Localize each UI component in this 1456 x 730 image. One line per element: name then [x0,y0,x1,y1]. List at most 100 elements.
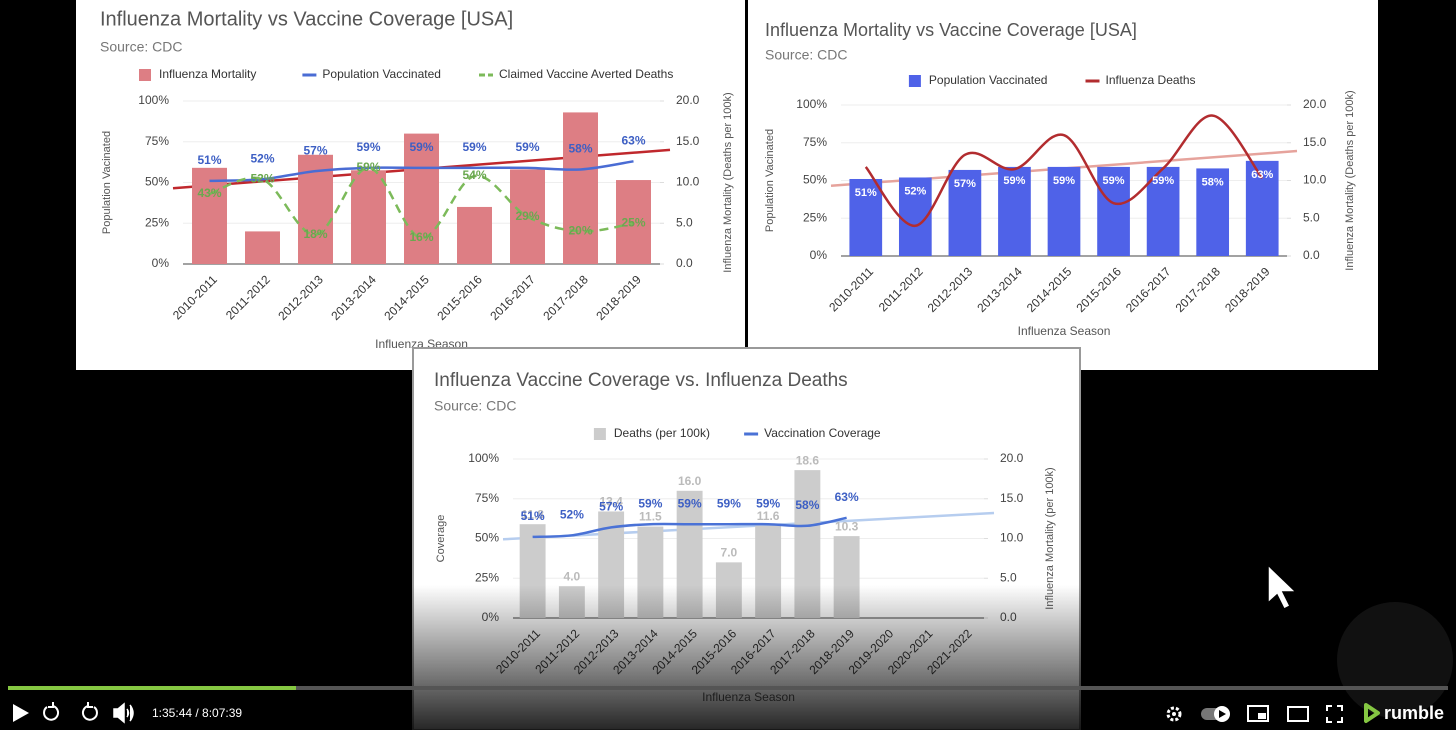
value-label: 59% [1103,175,1125,187]
series-line [209,166,634,240]
value-label: 58% [568,142,592,156]
legend-swatch [908,75,921,87]
value-label: 52% [250,151,274,165]
bar [1146,166,1180,256]
value-label: 25% [621,215,645,229]
y-axis-title: Population Vacinated [764,129,776,232]
forward-button[interactable] [81,702,98,721]
y2-tick-label: 10.0 [1000,531,1024,545]
bar [998,166,1031,256]
value-label: 59% [356,160,380,174]
y-tick-label: 0% [152,256,170,270]
replay-button[interactable] [43,702,60,721]
pip-button[interactable] [1247,705,1269,722]
legend-label: Claimed Vaccine Averted Deaths [499,67,673,81]
value-label: 52% [904,185,926,197]
y-tick-label: 50% [145,175,169,189]
bar [1047,166,1081,256]
value-label: 63% [1251,169,1273,181]
control-shade [0,585,1456,730]
value-label: 57% [303,143,327,157]
y2-tick-label: 5.0 [1303,210,1320,224]
legend-label: Deaths (per 100k) [614,426,710,440]
y2-axis-title: Influenza Mortality (Deaths per 100k) [1344,90,1356,270]
settings-button[interactable] [1166,706,1182,722]
chart-title: Influenza Mortality vs Vaccine Coverage … [100,8,513,30]
value-label: 59% [1003,175,1025,187]
y2-tick-label: 10.0 [676,175,700,189]
y-tick-label: 25% [803,210,827,224]
value-label: 51% [197,153,221,167]
value-label: 57% [599,500,623,514]
y2-tick-label: 15.0 [1000,491,1024,505]
brand-name: rumble [1384,703,1444,723]
y2-axis-title: Influenza Mortality (Deaths per 100k) [722,92,734,272]
y-tick-label: 75% [145,134,169,148]
series-line [209,160,634,183]
value-label: 11.6 [757,509,780,523]
brand-logo[interactable]: rumble [1364,703,1444,723]
value-label: 58% [795,498,819,512]
bar [616,180,651,264]
value-label: 54% [462,168,486,182]
y-axis-title: Coverage [435,515,447,563]
value-label: 10.3 [835,519,859,533]
bar [948,169,982,256]
value-label: 59% [678,496,702,510]
play-button[interactable] [13,704,29,722]
value-label: 43% [197,186,221,200]
value-label: 59% [1152,175,1174,187]
bar [351,170,386,264]
chart-subtitle: Source: CDC [765,47,847,63]
y2-tick-label: 15.0 [676,134,700,148]
value-label: 11.8 [521,507,544,521]
y-tick-label: 0% [810,248,828,262]
volume-button[interactable] [113,702,134,724]
y2-tick-label: 15.0 [1303,135,1327,149]
value-label: 20% [568,224,592,238]
theater-button[interactable] [1287,706,1309,722]
value-label: 59% [717,496,741,510]
y2-tick-label: 5.0 [676,215,693,229]
y-tick-label: 100% [138,93,169,107]
mouse-cursor [1267,563,1298,611]
value-label: 59% [462,140,486,154]
chart: Influenza Mortality vs Vaccine Coverage … [76,0,745,370]
fullscreen-button[interactable] [1326,705,1343,723]
value-label: 57% [954,178,976,190]
series-line [532,516,847,539]
legend-label: Population Vaccinated [929,73,1048,87]
value-label: 59% [1053,175,1075,187]
y2-axis-title: Influenza Mortality (per 100k) [1044,467,1056,609]
progress-played [8,686,296,690]
chart-title: Influenza Vaccine Coverage vs. Influenza… [434,370,848,391]
y2-tick-label: 20.0 [1303,97,1327,111]
series-line [864,114,1264,228]
bar [404,133,439,264]
value-label: 59% [756,496,780,510]
chart-subtitle: Source: CDC [100,39,182,55]
bar [1196,168,1230,256]
y-tick-label: 100% [468,451,499,465]
corner-shape [1337,602,1453,718]
value-label: 11.5 [639,510,662,524]
y-tick-label: 25% [475,570,499,584]
value-label: 52% [250,171,274,185]
bar [192,167,227,264]
bar [457,206,492,264]
value-label: 16.0 [678,474,702,488]
autoplay-toggle[interactable] [1201,706,1230,722]
progress-track[interactable] [8,686,1448,690]
legend-label: Vaccination Coverage [764,426,881,440]
y-tick-label: 75% [803,135,827,149]
value-label: 63% [621,133,645,147]
y2-tick-label: 20.0 [676,93,700,107]
y2-tick-label: 20.0 [1000,451,1024,465]
legend-swatch [139,69,151,81]
value-label: 51% [855,187,877,199]
chart-subtitle: Source: CDC [434,398,516,414]
y-tick-label: 100% [796,97,827,111]
value-label: 7.0 [721,546,738,560]
